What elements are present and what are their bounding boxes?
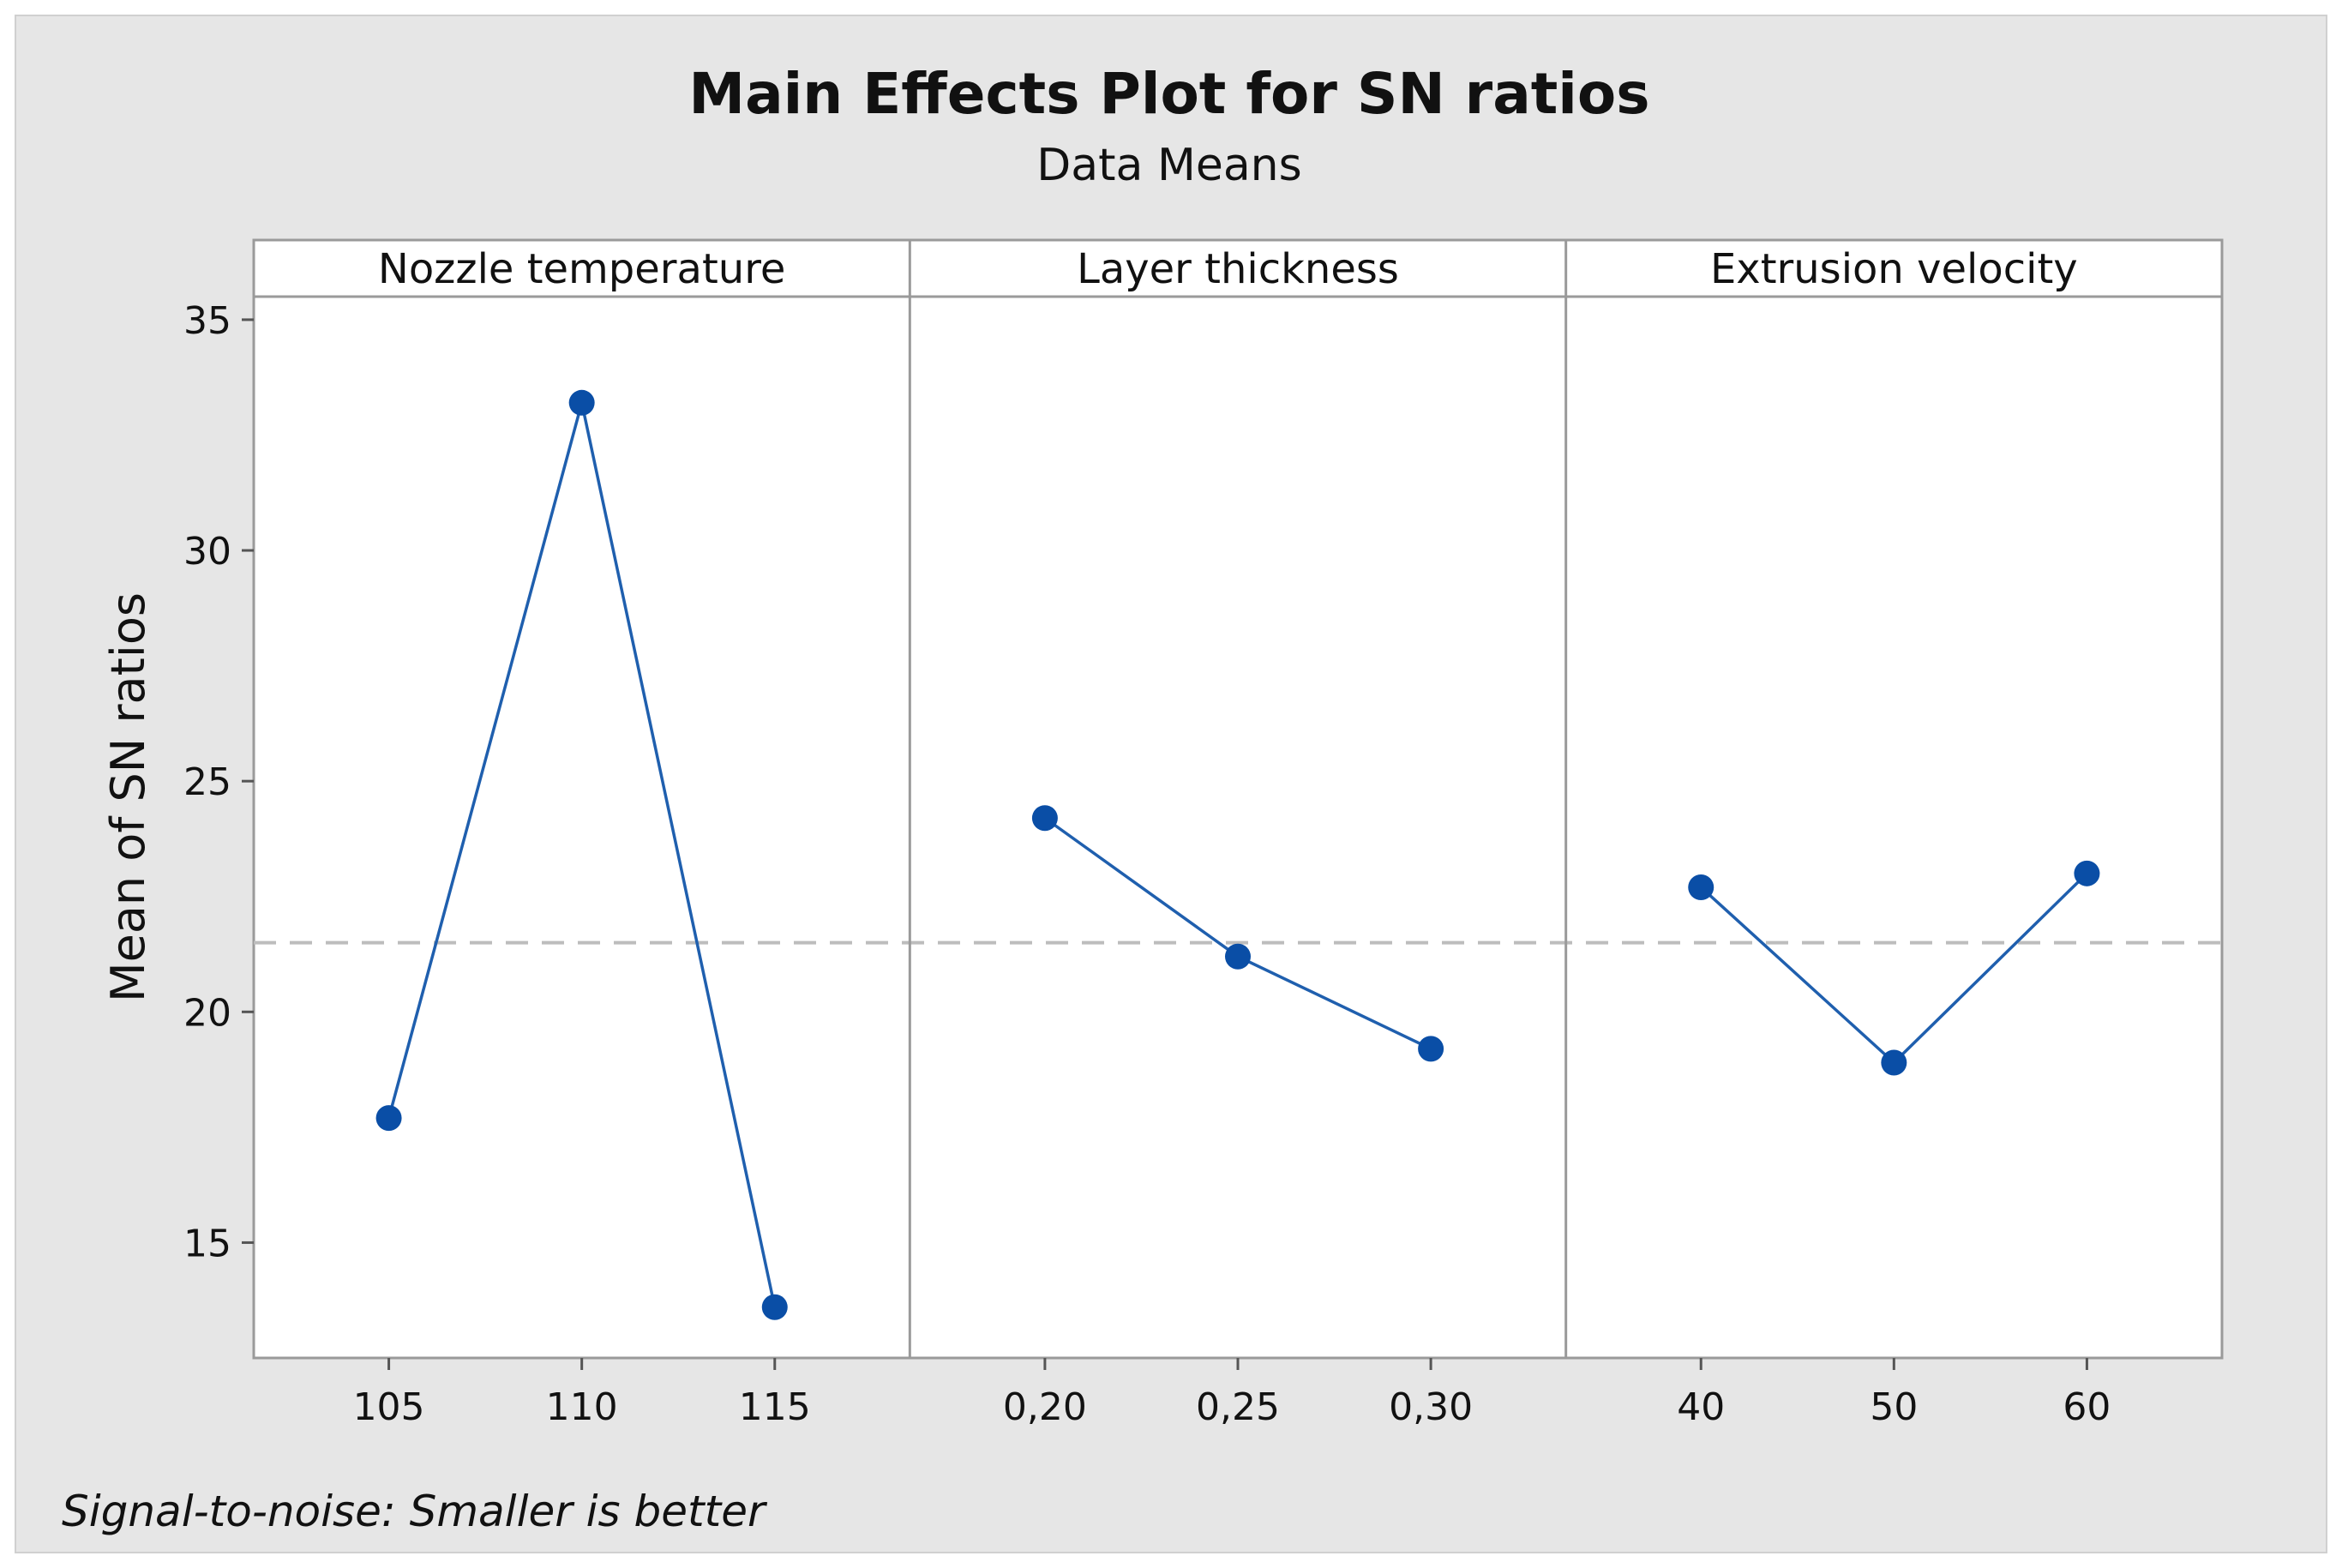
data-point: [568, 389, 595, 416]
y-tick-label: 30: [183, 530, 231, 574]
y-tick-label: 25: [183, 760, 231, 804]
plot-area: [252, 295, 2224, 1360]
x-tick-label: 0,25: [1196, 1385, 1280, 1429]
y-tick-label: 15: [183, 1222, 231, 1265]
y-tick-label: 20: [183, 991, 231, 1035]
data-point: [375, 1105, 402, 1132]
panel-title: Layer thickness: [1077, 245, 1399, 293]
panel-header-strip: [252, 238, 2224, 298]
x-tick-label: 40: [1677, 1385, 1725, 1429]
chart-title: Main Effects Plot for SN ratios: [688, 61, 1649, 127]
data-point: [1418, 1036, 1444, 1062]
x-tick-label: 115: [739, 1385, 811, 1429]
data-point: [1881, 1049, 1907, 1076]
x-tick-label: 105: [353, 1385, 425, 1429]
data-point: [1031, 805, 1058, 832]
x-tick-label: 0,30: [1389, 1385, 1473, 1429]
x-tick-label: 50: [1870, 1385, 1918, 1429]
y-axis-label: Mean of SN ratios: [101, 592, 155, 1002]
x-tick-label: 0,20: [1003, 1385, 1087, 1429]
footnote: Signal-to-noise: Smaller is better: [62, 1487, 768, 1536]
panel-title: Nozzle temperature: [378, 245, 786, 293]
data-point: [1225, 943, 1251, 970]
data-point: [1688, 874, 1714, 900]
plot-layer: 15 20 25 30 35 Nozzle temperature 105 110 115 Lay…: [183, 238, 2224, 1429]
y-tick-label: 35: [183, 299, 231, 343]
chart-subtitle: Data Means: [1036, 140, 1301, 191]
data-point: [2074, 860, 2100, 886]
x-tick-label: 60: [2063, 1385, 2111, 1429]
panel-title: Extrusion velocity: [1710, 245, 2078, 293]
data-point: [761, 1294, 788, 1320]
x-tick-label: 110: [546, 1385, 618, 1429]
